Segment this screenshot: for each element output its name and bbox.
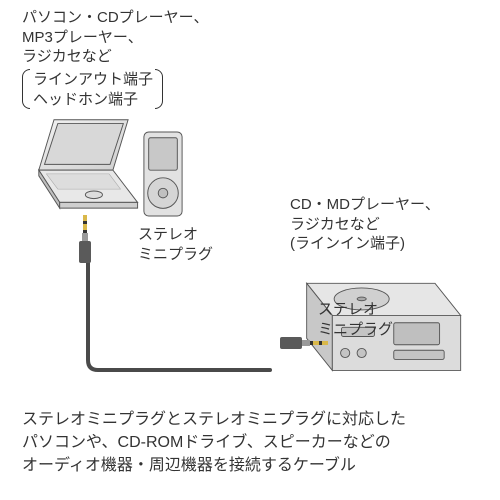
plug-left-icon	[77, 215, 93, 263]
description-text: ステレオミニプラグとステレオミニプラグに対応した パソコンや、CD-ROMドライ…	[22, 408, 406, 478]
plug-right-icon	[280, 335, 328, 351]
